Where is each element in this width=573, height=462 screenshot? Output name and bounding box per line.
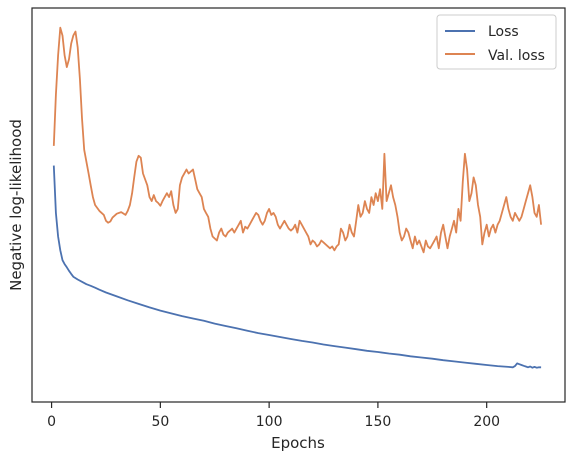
x-tick-label: 100	[256, 414, 283, 430]
x-axis-title: Epochs	[271, 434, 325, 452]
x-tick-label: 50	[151, 414, 169, 430]
series-line-loss	[52, 165, 542, 369]
legend-label-loss: Loss	[488, 24, 519, 40]
y-axis-title: Negative log-likelihood	[7, 119, 25, 291]
x-ticks: 0 50 100 150 200	[47, 402, 500, 430]
series-line-val-loss	[52, 26, 542, 254]
x-tick-label: 150	[365, 414, 392, 430]
series-lines	[52, 26, 542, 369]
x-tick-label: 0	[47, 414, 56, 430]
plot-area	[31, 7, 566, 403]
legend: Loss Val. loss	[436, 14, 557, 70]
legend-label-val-loss: Val. loss	[488, 48, 545, 64]
legend-frame	[436, 14, 557, 70]
x-tick-label: 200	[473, 414, 500, 430]
